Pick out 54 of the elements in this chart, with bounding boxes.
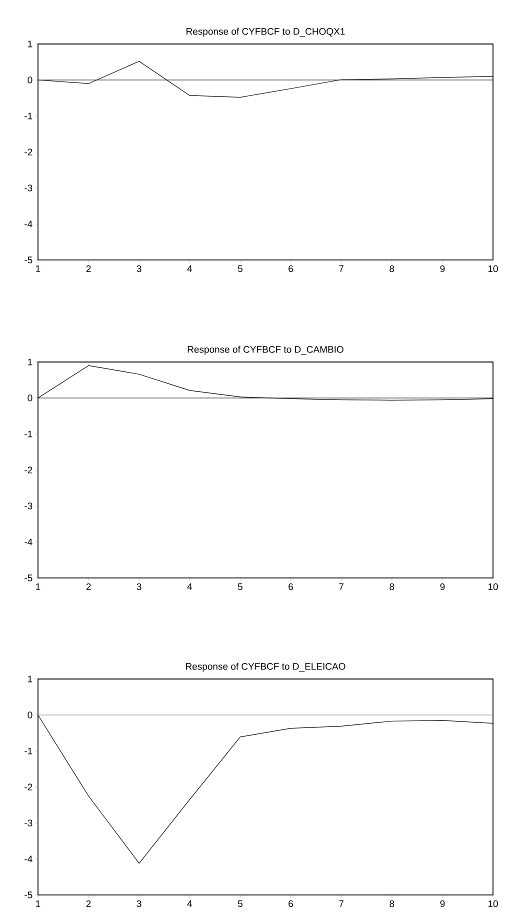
y-tick-label: 0 [28,394,32,402]
x-tick-label: 6 [288,265,293,272]
x-tick-label: 1 [36,900,40,907]
x-tick-label: 7 [339,583,344,590]
x-tick-label: 3 [136,583,142,590]
chart-title: Response of CYFBCF to D_ELEICAO [186,662,346,672]
x-tick-label: 10 [488,583,498,590]
x-tick-label: 5 [238,583,242,590]
y-tick-label: -4 [24,220,32,228]
y-tick-label: -3 [24,184,32,192]
x-tick-label: 8 [390,583,394,590]
y-tick-label: -5 [24,574,32,582]
x-tick-label: 2 [86,583,91,590]
y-tick-label: 0 [28,76,32,84]
x-tick-label: 4 [187,265,192,272]
x-tick-label: 7 [339,265,344,272]
x-tick-label: 4 [187,583,192,590]
y-tick-label: -1 [24,112,32,120]
x-tick-label: 7 [339,900,344,907]
x-tick-label: 2 [86,265,91,272]
y-tick-label: -3 [24,502,32,510]
x-tick-label: 5 [238,900,242,907]
y-tick-label: -3 [24,820,32,826]
y-tick-label: -4 [24,538,32,546]
x-tick-label: 2 [86,900,91,907]
x-tick-label: 10 [488,900,498,908]
y-tick-label: 1 [28,358,32,366]
x-tick-label: 6 [288,900,293,908]
y-tick-label: -2 [24,466,32,474]
x-tick-label: 3 [136,265,142,272]
chart-title: Response of CYFBCF to D_CAMBIO [188,346,344,355]
x-tick-label: 5 [238,265,242,272]
x-tick-label: 10 [488,265,498,272]
x-tick-label: 6 [288,583,293,590]
y-tick-label: -1 [24,748,32,754]
y-tick-label: -4 [24,856,32,862]
y-tick-label: -2 [24,148,32,156]
x-tick-label: 1 [36,583,40,590]
y-tick-label: -5 [24,256,32,264]
x-tick-label: 9 [440,265,445,272]
chart-title: Response of CYFBCF to D_CHOQX1 [186,28,345,37]
x-tick-label: 9 [440,900,445,908]
y-tick-label: -1 [24,430,32,438]
y-tick-label: 1 [28,676,32,682]
y-tick-label: -2 [24,784,32,790]
y-tick-label: 1 [28,40,32,48]
y-tick-label: -5 [24,892,32,898]
x-tick-label: 1 [36,265,40,272]
x-tick-label: 3 [136,900,142,908]
x-tick-label: 4 [187,900,192,907]
y-tick-label: 0 [28,712,32,718]
x-tick-label: 8 [390,900,394,908]
x-tick-label: 9 [440,583,445,590]
x-tick-label: 8 [390,265,394,272]
